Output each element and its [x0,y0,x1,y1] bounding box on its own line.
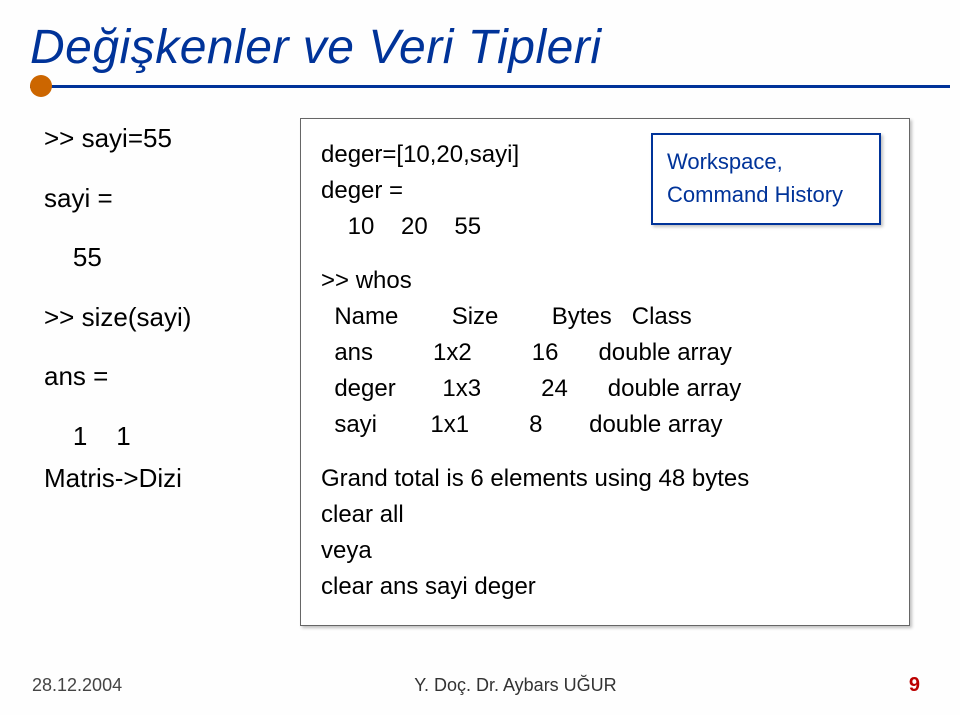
code-line: clear ans sayi deger [321,569,889,605]
content-area: >> sayi=55 sayi = 55 >> size(sayi) ans =… [0,88,960,499]
footer-page-number: 9 [909,674,920,697]
slide: Değişkenler ve Veri Tipleri >> sayi=55 s… [0,0,960,715]
code-line: veya [321,533,889,569]
output-box: Workspace, Command History deger=[10,20,… [300,118,910,626]
footer-date: 28.12.2004 [32,675,122,696]
code-line: 1 1 [44,416,294,458]
footer-author: Y. Doç. Dr. Aybars UĞUR [414,675,616,696]
code-line: sayi = [44,178,294,220]
code-line: 55 [44,237,294,279]
info-callout: Workspace, Command History [651,133,881,225]
code-line: >> size(sayi) [44,297,294,339]
code-line: Grand total is 6 elements using 48 bytes [321,461,889,497]
page-title: Değişkenler ve Veri Tipleri [0,0,960,81]
info-line: Workspace, [667,145,865,178]
code-line: >> sayi=55 [44,118,294,160]
footer: 28.12.2004 Y. Doç. Dr. Aybars UĞUR 9 [0,674,960,697]
code-line: clear all [321,497,889,533]
code-line: >> whos [321,263,889,299]
code-line: ans = [44,356,294,398]
info-line: Command History [667,178,865,211]
left-column: >> sayi=55 sayi = 55 >> size(sayi) ans =… [44,118,294,499]
whos-table: Name Size Bytes Class ans 1x2 16 double … [321,299,889,443]
code-line: Matris->Dizi [44,458,294,500]
